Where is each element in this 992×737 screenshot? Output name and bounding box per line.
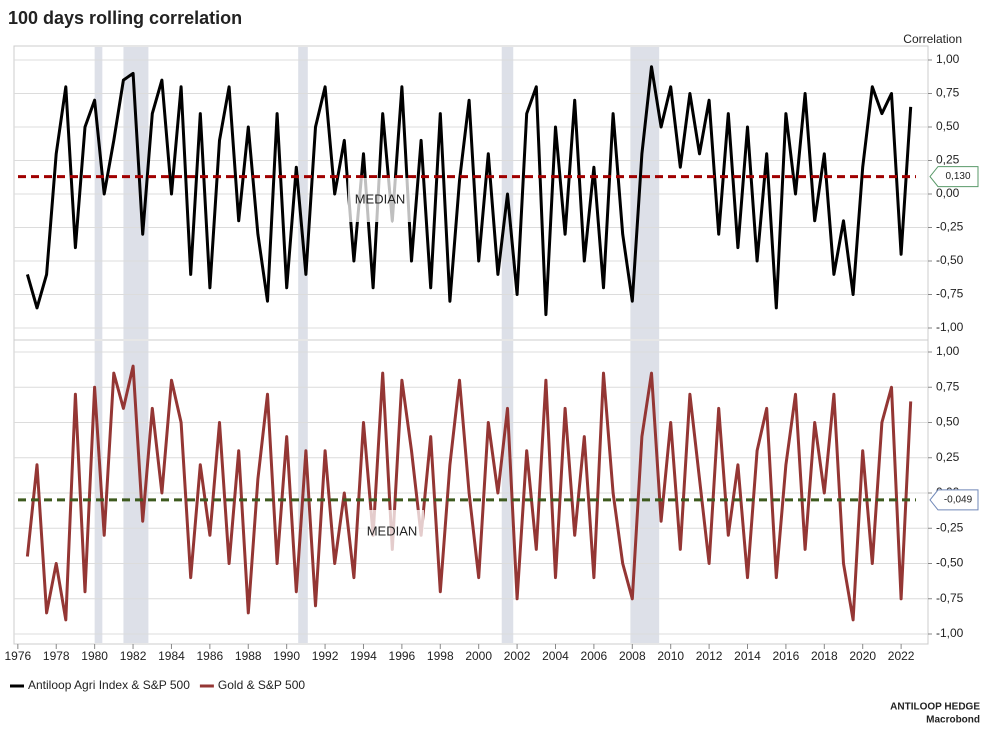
y-tick-label: 0,25 xyxy=(936,153,960,167)
shaded-period xyxy=(94,341,103,643)
x-tick-label: 1992 xyxy=(312,649,339,663)
shaded-period xyxy=(298,47,308,339)
x-tick-label: 1998 xyxy=(427,649,454,663)
x-tick-label: 2014 xyxy=(734,649,761,663)
median-value-box xyxy=(929,166,979,188)
median-text-bg xyxy=(348,178,412,222)
source: Macrobond xyxy=(926,715,980,726)
series-line xyxy=(25,364,913,622)
median-value-box xyxy=(929,489,979,511)
x-tick-label: 2022 xyxy=(888,649,915,663)
y-tick-label: 1,00 xyxy=(936,52,960,66)
panel-frame xyxy=(13,339,929,645)
x-tick-label: 2008 xyxy=(619,649,646,663)
x-tick-label: 2004 xyxy=(542,649,569,663)
y-tick-label: -0,75 xyxy=(936,287,964,301)
x-tick-label: 1988 xyxy=(235,649,262,663)
x-tick-label: 1994 xyxy=(350,649,377,663)
x-tick-label: 2020 xyxy=(849,649,876,663)
x-tick-label: 1990 xyxy=(273,649,300,663)
median-value-label: 0,130 xyxy=(945,171,970,182)
y-tick-label: -0,50 xyxy=(936,556,964,570)
y-tick-label: 0,75 xyxy=(936,86,960,100)
y-tick-label: 0,50 xyxy=(936,119,960,133)
panel-frame xyxy=(13,45,929,341)
x-tick-label: 1980 xyxy=(81,649,108,663)
y-tick-label: -0,75 xyxy=(936,591,964,605)
y-tick-label: 0,25 xyxy=(936,450,960,464)
shaded-period xyxy=(630,47,660,339)
x-tick-label: 1996 xyxy=(389,649,416,663)
chart-title: 100 days rolling correlation xyxy=(8,8,242,28)
median-text: MEDIAN xyxy=(355,191,406,206)
median-text: MEDIAN xyxy=(367,523,418,538)
legend-label: Antiloop Agri Index & S&P 500 xyxy=(28,678,190,692)
x-tick-label: 2016 xyxy=(773,649,800,663)
y-tick-label: 1,00 xyxy=(936,344,960,358)
y-tick-label: -0,50 xyxy=(936,253,964,267)
median-value-label: -0,049 xyxy=(944,495,973,506)
y-tick-label: -1,00 xyxy=(936,320,964,334)
y-tick-label: 0,75 xyxy=(936,379,960,393)
x-tick-label: 1976 xyxy=(4,649,31,663)
x-tick-label: 2002 xyxy=(504,649,531,663)
x-tick-label: 1982 xyxy=(120,649,147,663)
shaded-period xyxy=(630,341,660,643)
y-tick-label: -0,25 xyxy=(936,520,964,534)
y-axis-label: Correlation xyxy=(903,32,962,46)
shaded-period xyxy=(501,341,514,643)
x-tick-label: 1978 xyxy=(43,649,70,663)
x-tick-label: 2010 xyxy=(657,649,684,663)
series-line xyxy=(25,65,913,317)
x-tick-label: 2012 xyxy=(696,649,723,663)
y-tick-label: 0,50 xyxy=(936,415,960,429)
source: ANTILOOP HEDGE xyxy=(890,702,980,713)
y-tick-label: 0,00 xyxy=(936,186,960,200)
x-tick-label: 1986 xyxy=(197,649,224,663)
x-tick-label: 2018 xyxy=(811,649,838,663)
y-tick-label: -1,00 xyxy=(936,626,964,640)
y-tick-label: -0,25 xyxy=(936,220,964,234)
legend-label: Gold & S&P 500 xyxy=(218,678,305,692)
x-tick-label: 1984 xyxy=(158,649,185,663)
median-text-bg xyxy=(360,510,424,554)
shaded-period xyxy=(94,47,103,339)
x-tick-label: 2006 xyxy=(581,649,608,663)
x-tick-label: 2000 xyxy=(465,649,492,663)
